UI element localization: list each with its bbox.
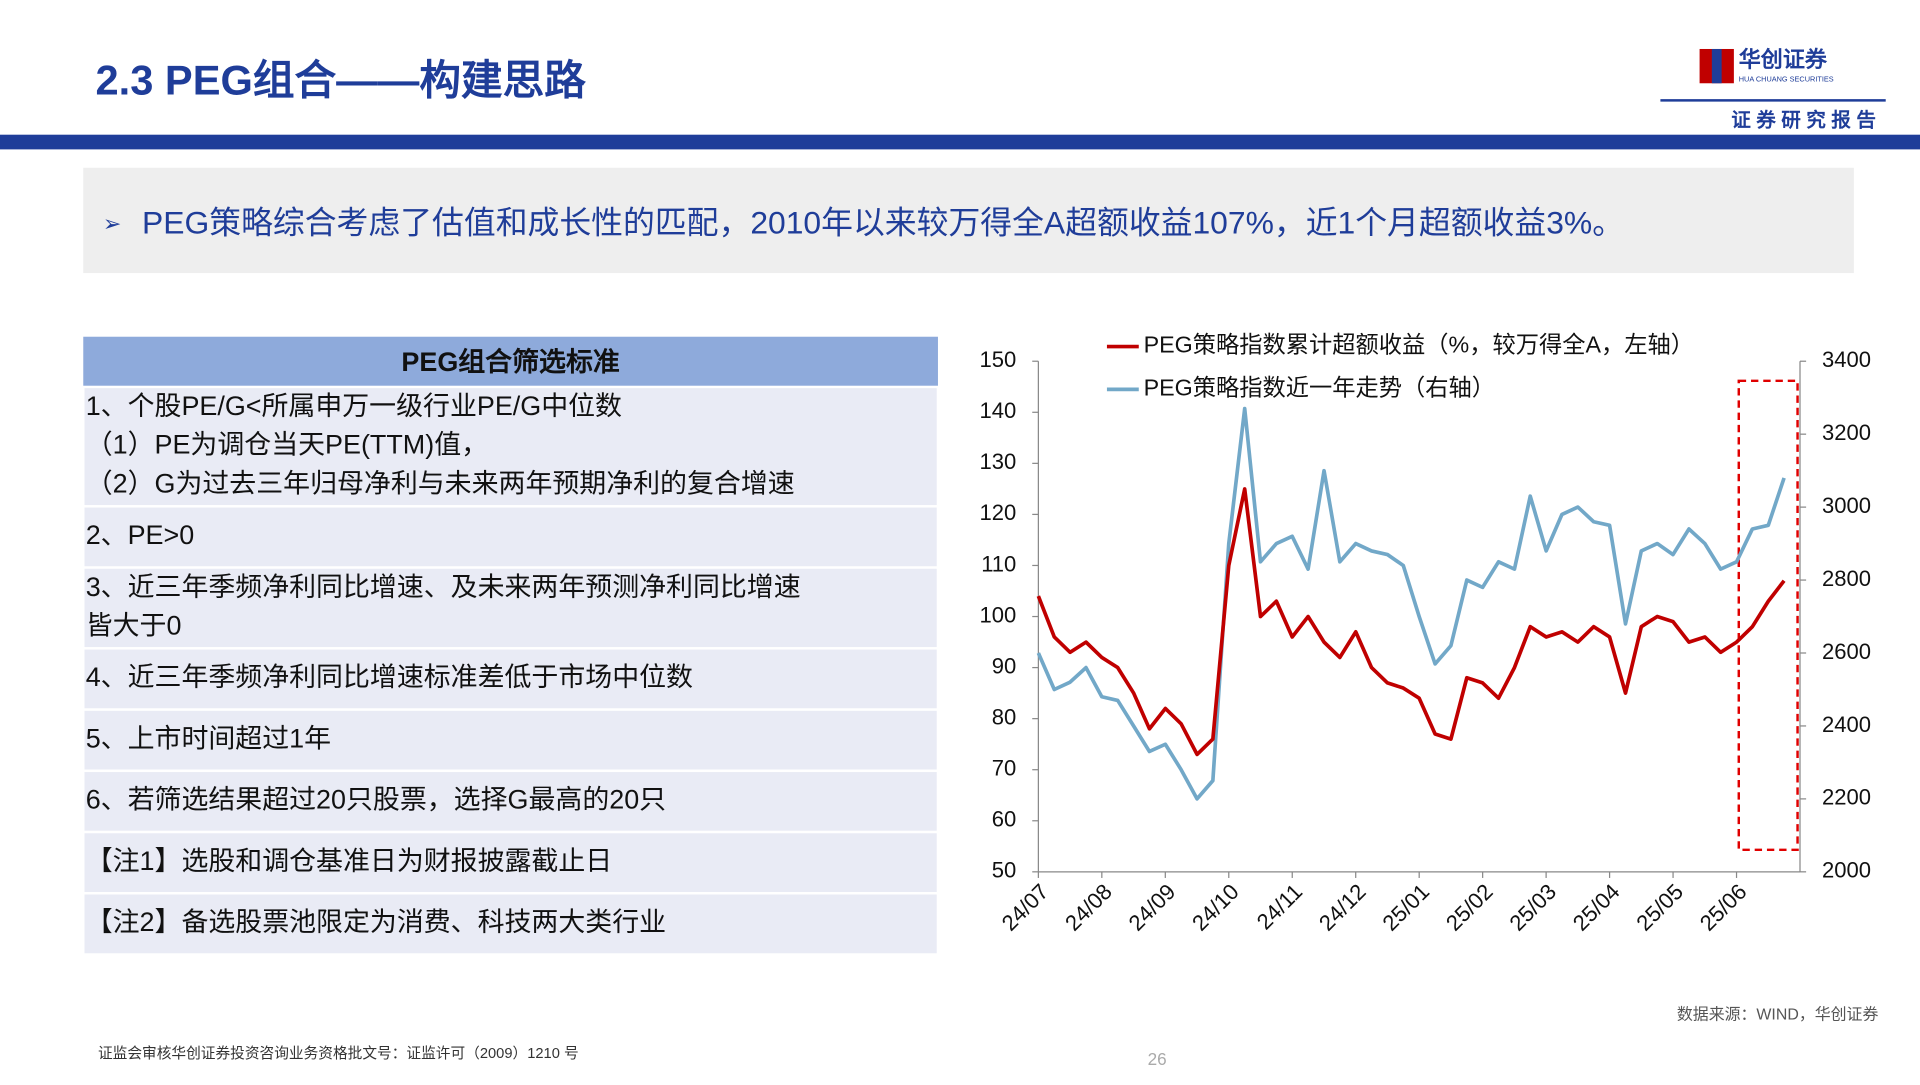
y-tick-label: 50: [992, 858, 1017, 883]
table-row: [82, 708, 940, 773]
y2-tick-label: 3400: [1822, 347, 1871, 372]
table-cell: 3、近三年季频净利同比增速、及未来两年预测净利同比增速: [86, 572, 801, 602]
highlight-box: [1737, 379, 1799, 852]
title: 2.3 PEG组合——构建思路: [96, 56, 587, 103]
table-row: [82, 385, 940, 508]
y-tick-label: 100: [980, 602, 1017, 627]
table-row: [82, 566, 940, 650]
y2-tick-label: 2200: [1822, 785, 1871, 810]
source: 数据来源：WIND，华创证券: [1677, 1005, 1879, 1023]
y-tick-label: 120: [980, 500, 1017, 525]
logo-icon: [1711, 48, 1722, 84]
band: [0, 134, 1920, 150]
y2-tick-label: 2000: [1822, 858, 1871, 883]
y-tick-label: 60: [992, 807, 1017, 832]
page-number: 26: [1148, 1049, 1167, 1069]
table-cell: 【注2】备选股票池限定为消费、科技两大类行业: [86, 907, 666, 937]
x-tick-label: 25/01: [1378, 879, 1435, 936]
y-tick-label: 90: [992, 653, 1017, 678]
bullet: ➢: [103, 211, 121, 236]
x-tick-label: 25/04: [1568, 879, 1625, 936]
x-tick-label: 25/06: [1695, 879, 1752, 936]
summary: PEG策略综合考虑了估值和成长性的匹配，2010年以来较万得全A超额收益107%…: [142, 205, 1624, 241]
x-tick-label: 24/09: [1124, 879, 1181, 936]
logo-name: 华创证券: [1739, 47, 1828, 72]
table-row: [82, 769, 940, 834]
y2-tick-label: 2800: [1822, 566, 1871, 591]
x-tick-label: 24/08: [1060, 879, 1117, 936]
table-cell: （1）PE为调仓当天PE(TTM)值，: [86, 430, 488, 460]
table-row: [82, 505, 940, 569]
line-series: [1036, 487, 1786, 757]
logo-sub: HUA CHUANG SECURITIES: [1739, 75, 1834, 84]
y-tick-label: 70: [992, 756, 1017, 781]
tagline: 证 券 研 究 报 告: [1731, 108, 1876, 131]
x-tick-label: 25/05: [1631, 879, 1688, 936]
y-tick-label: 150: [980, 347, 1017, 372]
table-row: [82, 892, 940, 956]
x-tick-label: 25/03: [1504, 879, 1561, 936]
x-tick-label: 24/11: [1252, 879, 1308, 935]
y2-tick-label: 2600: [1822, 639, 1871, 664]
table-cell: 5、上市时间超过1年: [86, 723, 331, 753]
table-cell: 皆大于0: [86, 610, 182, 640]
y-tick-label: 140: [980, 398, 1017, 423]
table-title: PEG组合筛选标准: [401, 346, 619, 377]
table-cell: 1、个股PE/G<所属申万一级行业PE/G中位数: [86, 391, 622, 421]
x-tick-label: 25/02: [1441, 879, 1498, 936]
x-tick-label: 24/07: [997, 879, 1054, 936]
line-series: [1036, 406, 1786, 801]
legend-label: PEG策略指数累计超额收益（%，较万得全A，左轴）: [1144, 332, 1694, 358]
table-cell: 2、PE>0: [86, 520, 195, 550]
y-tick-label: 80: [992, 704, 1017, 729]
x-tick-label: 24/10: [1187, 879, 1244, 936]
x-tick-label: 24/12: [1314, 879, 1371, 936]
table-cell: 4、近三年季频净利同比增速标准差低于市场中位数: [86, 662, 693, 692]
legend-label: PEG策略指数近一年走势（右轴）: [1144, 375, 1495, 401]
y2-tick-label: 3000: [1822, 493, 1871, 518]
table-cell: （2）G为过去三年归母净利与未来两年预期净利的复合增速: [86, 468, 795, 498]
y-tick-label: 110: [981, 551, 1016, 576]
y2-tick-label: 2400: [1822, 712, 1871, 737]
table-cell: 6、若筛选结果超过20只股票，选择G最高的20只: [86, 785, 666, 815]
license: 证监会审核华创证券投资咨询业务资格批文号：证监许可（2009）1210 号: [98, 1045, 579, 1062]
summary-box: [83, 167, 1854, 274]
table-header: [83, 336, 938, 387]
table-cell: 【注1】选股和调仓基准日为财报披露截止日: [86, 846, 613, 876]
y2-tick-label: 3200: [1822, 420, 1871, 445]
y-tick-label: 130: [980, 449, 1017, 474]
table-row: [82, 830, 940, 895]
